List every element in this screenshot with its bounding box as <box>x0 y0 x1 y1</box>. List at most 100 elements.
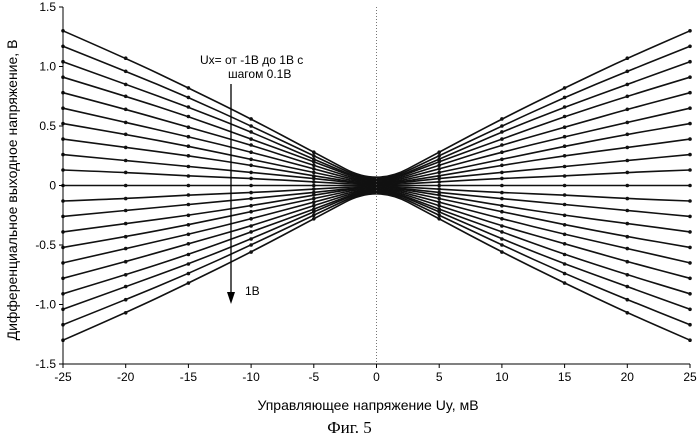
data-point-11-2 <box>187 193 191 197</box>
x-tick-label: -10 <box>242 370 260 384</box>
data-point-4-6 <box>437 164 441 168</box>
data-point-13-10 <box>688 230 692 234</box>
data-point-19-7 <box>500 243 504 247</box>
data-point-15-2 <box>187 233 191 237</box>
data-point-7-1 <box>124 146 128 150</box>
data-point-8-2 <box>187 165 191 169</box>
data-point-11-8 <box>563 193 567 197</box>
data-point-11-4 <box>312 187 316 191</box>
data-point-0-6 <box>437 150 441 154</box>
x-tick-label: -5 <box>308 370 319 384</box>
data-point-12-7 <box>500 197 504 201</box>
data-point-10-3 <box>249 184 253 188</box>
data-point-13-7 <box>500 204 504 208</box>
data-point-16-7 <box>500 224 504 228</box>
data-point-4-1 <box>124 108 128 112</box>
data-point-7-8 <box>563 154 567 158</box>
data-point-1-3 <box>249 124 253 128</box>
x-tick-label: 20 <box>621 370 635 384</box>
data-point-18-9 <box>626 285 630 289</box>
data-point-10-2 <box>187 184 191 188</box>
y-tick-label: 0.5 <box>39 119 56 133</box>
x-tick-label: -20 <box>117 370 135 384</box>
data-point-14-10 <box>688 246 692 250</box>
data-point-11-9 <box>626 197 630 201</box>
data-point-11-7 <box>500 191 504 195</box>
data-point-0-3 <box>249 117 253 121</box>
data-point-14-9 <box>626 235 630 239</box>
x-tick-label: 5 <box>436 370 443 384</box>
x-axis-label: Управляющее напряжение Uy, мВ <box>257 397 478 413</box>
data-point-9-8 <box>563 174 567 178</box>
data-point-7-9 <box>626 146 630 150</box>
series-line-20 <box>63 194 690 340</box>
data-point-19-2 <box>187 272 191 276</box>
data-point-7-10 <box>688 137 692 141</box>
data-point-19-9 <box>626 298 630 302</box>
data-point-9-1 <box>124 171 128 175</box>
data-point-18-10 <box>688 308 692 312</box>
data-point-16-2 <box>187 242 191 246</box>
data-point-14-4 <box>312 197 316 201</box>
arrow-end-label: 1В <box>245 284 260 298</box>
data-point-15-4 <box>312 200 316 204</box>
data-point-1-1 <box>124 70 128 74</box>
data-point-10-4 <box>312 184 316 188</box>
data-point-3-8 <box>563 115 567 119</box>
data-point-3-9 <box>626 95 630 99</box>
data-point-1-9 <box>626 70 630 74</box>
data-point-9-3 <box>249 177 253 181</box>
data-point-17-9 <box>626 273 630 277</box>
y-tick-label: 0 <box>49 179 56 193</box>
data-point-20-10 <box>688 338 692 342</box>
x-tick-label: 0 <box>373 370 380 384</box>
data-point-16-1 <box>124 260 128 264</box>
data-point-6-1 <box>124 133 128 137</box>
data-point-15-6 <box>437 200 441 204</box>
data-point-8-9 <box>626 159 630 163</box>
x-tick-label: 10 <box>495 370 509 384</box>
data-point-2-3 <box>249 130 253 134</box>
data-point-18-7 <box>500 237 504 241</box>
data-point-12-10 <box>688 215 692 219</box>
data-point-15-10 <box>688 261 692 265</box>
data-point-16-3 <box>249 224 253 228</box>
data-point-1-4 <box>312 154 316 158</box>
data-point-7-3 <box>249 164 253 168</box>
data-point-5-10 <box>688 106 692 110</box>
y-tick-label: -1.5 <box>35 357 56 371</box>
data-point-10-10 <box>688 184 692 188</box>
data-point-4-3 <box>249 143 253 147</box>
data-point-3-1 <box>124 95 128 99</box>
data-point-1-8 <box>563 96 567 100</box>
data-point-17-7 <box>500 230 504 234</box>
data-point-10-8 <box>563 184 567 188</box>
data-point-13-8 <box>563 214 567 218</box>
data-point-18-2 <box>187 262 191 266</box>
x-tick-label: 15 <box>558 370 572 384</box>
data-point-6-4 <box>312 171 316 175</box>
data-point-4-4 <box>312 164 316 168</box>
data-point-0-8 <box>563 86 567 90</box>
data-point-19-3 <box>249 243 253 247</box>
data-point-13-1 <box>124 222 128 226</box>
data-point-8-7 <box>500 171 504 175</box>
data-point-2-2 <box>187 105 191 109</box>
data-point-12-3 <box>249 197 253 201</box>
data-point-16-10 <box>688 277 692 281</box>
data-point-4-9 <box>626 108 630 112</box>
data-point-16-8 <box>563 242 567 246</box>
x-tick-label: -15 <box>180 370 198 384</box>
data-point-10-9 <box>626 184 630 188</box>
data-point-5-4 <box>312 167 316 171</box>
data-point-13-9 <box>626 222 630 226</box>
data-point-4-7 <box>500 143 504 147</box>
data-point-8-1 <box>124 159 128 163</box>
data-point-20-1 <box>124 311 128 315</box>
data-point-1-2 <box>187 96 191 100</box>
data-point-2-10 <box>688 60 692 64</box>
data-point-5-9 <box>626 121 630 125</box>
data-point-20-4 <box>312 217 316 221</box>
data-point-19-8 <box>563 272 567 276</box>
data-point-13-6 <box>437 193 441 197</box>
